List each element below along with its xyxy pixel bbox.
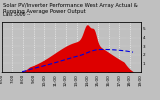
Text: Last 5000 --: Last 5000 -- <box>3 12 30 17</box>
Text: Solar PV/Inverter Performance West Array Actual & Running Average Power Output: Solar PV/Inverter Performance West Array… <box>3 3 138 14</box>
